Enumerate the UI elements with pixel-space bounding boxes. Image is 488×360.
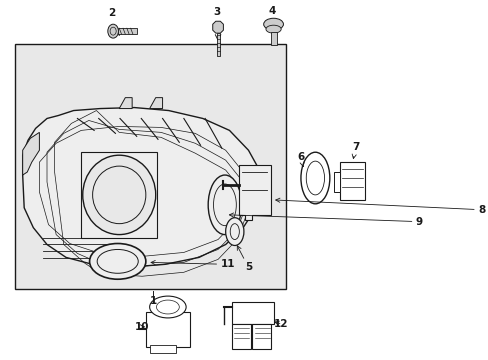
Ellipse shape (208, 175, 241, 235)
FancyBboxPatch shape (231, 324, 250, 349)
Text: 5: 5 (237, 246, 252, 272)
Ellipse shape (89, 243, 145, 279)
FancyBboxPatch shape (333, 172, 339, 192)
Ellipse shape (108, 24, 118, 38)
FancyBboxPatch shape (231, 302, 273, 324)
Ellipse shape (265, 25, 281, 33)
FancyBboxPatch shape (270, 32, 276, 45)
FancyBboxPatch shape (149, 345, 176, 353)
Ellipse shape (225, 218, 244, 246)
Text: 8: 8 (275, 198, 485, 215)
Ellipse shape (300, 152, 329, 204)
Text: 11: 11 (151, 259, 235, 269)
FancyBboxPatch shape (339, 162, 364, 200)
Ellipse shape (149, 296, 186, 318)
Polygon shape (119, 98, 132, 109)
Text: 2: 2 (108, 8, 115, 18)
Text: 6: 6 (297, 152, 304, 167)
Polygon shape (149, 98, 162, 109)
Text: 1: 1 (149, 296, 157, 306)
Ellipse shape (92, 166, 145, 224)
Polygon shape (238, 165, 271, 220)
Text: 3: 3 (212, 7, 220, 17)
FancyBboxPatch shape (145, 312, 189, 347)
Text: 10: 10 (135, 322, 149, 332)
Ellipse shape (263, 18, 283, 30)
Text: 12: 12 (273, 319, 288, 329)
Ellipse shape (82, 155, 155, 235)
FancyBboxPatch shape (118, 28, 137, 34)
Polygon shape (212, 21, 223, 33)
Text: 4: 4 (268, 6, 275, 16)
Text: 9: 9 (229, 213, 422, 227)
FancyBboxPatch shape (252, 324, 271, 349)
Text: 7: 7 (351, 142, 359, 158)
FancyBboxPatch shape (15, 44, 286, 289)
FancyBboxPatch shape (216, 33, 219, 56)
Polygon shape (22, 108, 259, 267)
Polygon shape (22, 132, 40, 175)
